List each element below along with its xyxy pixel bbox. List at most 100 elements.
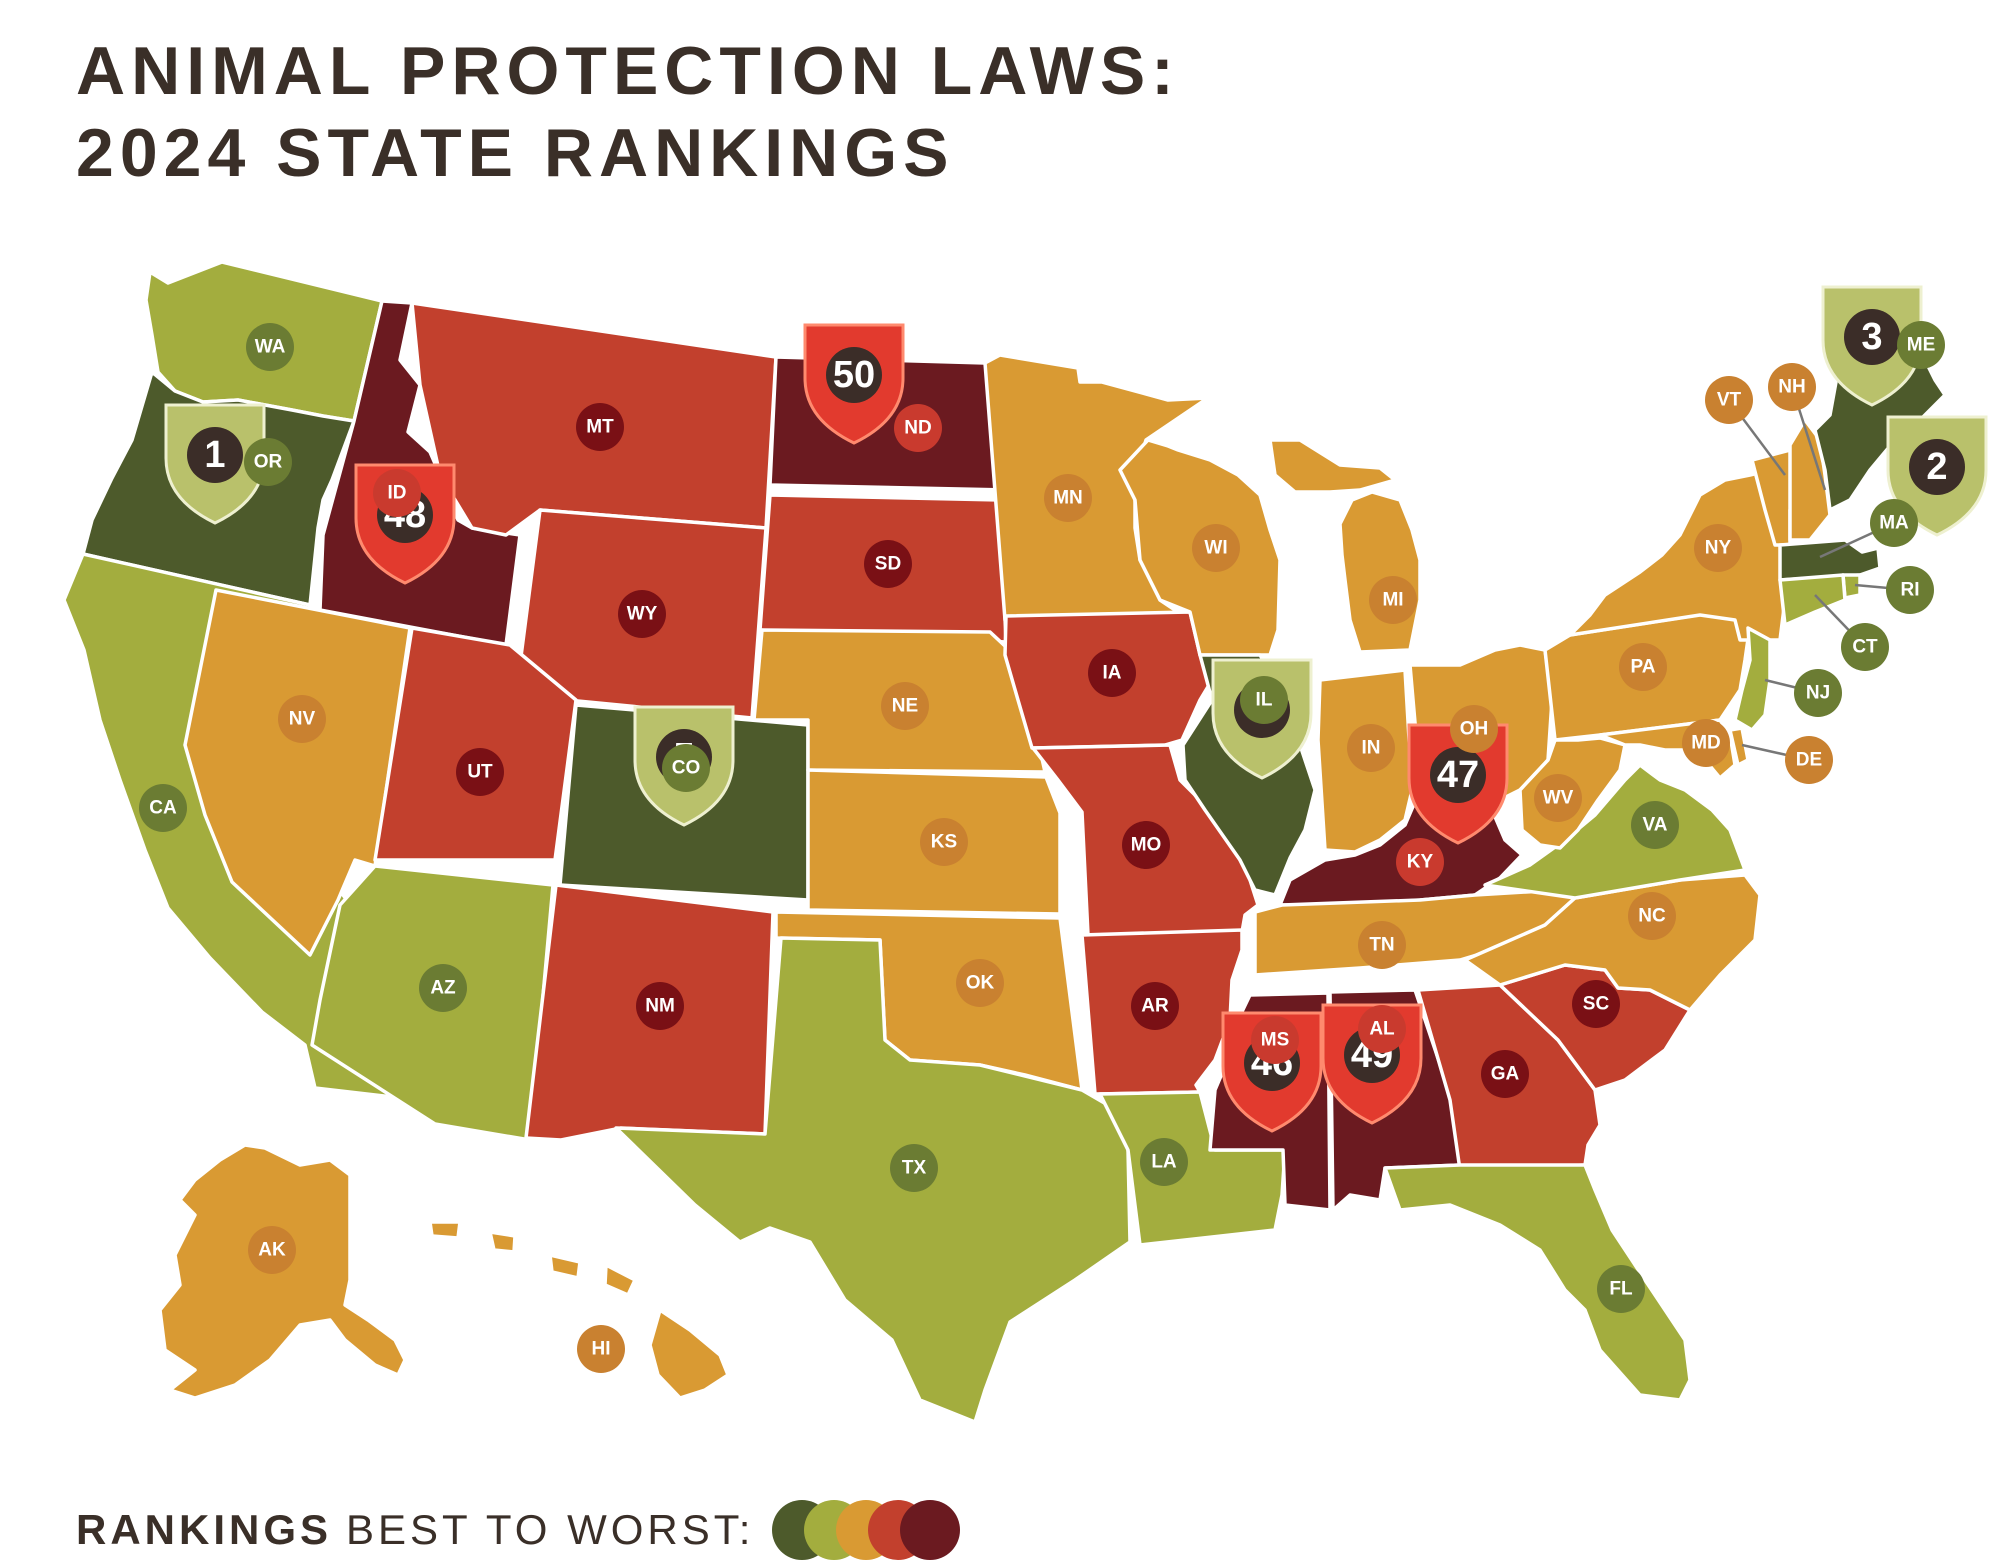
state-code: NC <box>1638 906 1666 927</box>
state-label-nj: NJ <box>1794 669 1842 717</box>
state-code: AK <box>258 1240 286 1261</box>
state-code: NM <box>645 996 675 1017</box>
state-label-badge <box>373 469 421 517</box>
state-label-badge <box>1705 376 1753 424</box>
state-label-badge <box>1794 669 1842 717</box>
state-label-pa: PA <box>1619 643 1667 691</box>
state-code: IN <box>1362 738 1381 759</box>
state-label-badge <box>920 818 968 866</box>
state-label-md: MD <box>1682 719 1730 767</box>
state-label-badge <box>246 323 294 371</box>
rank-shield-ma: 2 <box>1886 415 1988 537</box>
state-code: HI <box>592 1339 611 1360</box>
state-label-mo: MO <box>1122 821 1170 869</box>
state-code: KS <box>931 832 957 853</box>
map-title: ANIMAL PROTECTION LAWS: 2024 STATE RANKI… <box>76 30 1180 194</box>
legend-swatches <box>772 1498 972 1562</box>
state-code: NJ <box>1806 683 1830 704</box>
state-code: MD <box>1691 733 1721 754</box>
state-code: CA <box>149 798 177 819</box>
state-label-badge <box>244 438 292 486</box>
rank-number-ma: 2 <box>1926 446 1947 488</box>
rank-number-nd: 50 <box>833 354 875 396</box>
state-label-ok: OK <box>956 959 1004 1007</box>
state-labels: WA OR CA ID NV MT WY UT AZ CO NM ND SD NE KS OK TX MN IA MO… <box>139 321 1945 1373</box>
state-code: MI <box>1382 590 1403 611</box>
state-label-badge <box>278 695 326 743</box>
state-code: KY <box>1407 852 1434 873</box>
state-code: FL <box>1609 1279 1633 1300</box>
state-label-ct: CT <box>1841 623 1889 671</box>
state-code: WV <box>1543 788 1574 809</box>
state-label-mi: MI <box>1369 576 1417 624</box>
rank-number-or: 1 <box>204 434 225 476</box>
state-code: DE <box>1796 750 1822 771</box>
state-label-wv: WV <box>1534 774 1582 822</box>
state-label-badge <box>1631 801 1679 849</box>
state-label-badge <box>1481 1050 1529 1098</box>
rank-shield-or: 1 <box>164 403 266 525</box>
state-label-badge <box>890 1144 938 1192</box>
rank-circle <box>1430 747 1486 803</box>
state-nj <box>1733 626 1772 732</box>
state-code: IL <box>1256 690 1273 711</box>
state-label-me: ME <box>1897 321 1945 369</box>
state-label-badge <box>456 748 504 796</box>
state-label-id: ID <box>373 469 421 517</box>
state-code: PA <box>1631 657 1656 678</box>
state-label-nm: NM <box>636 982 684 1030</box>
state-code: VT <box>1717 390 1742 411</box>
state-label-badge <box>1682 719 1730 767</box>
state-label-badge <box>1450 705 1498 753</box>
state-code: NV <box>289 709 316 730</box>
state-code: OK <box>966 973 995 994</box>
state-label-al: AL <box>1358 1005 1406 1053</box>
state-code: NE <box>892 696 918 717</box>
legend: RANKINGS BEST TO WORST: <box>76 1498 972 1562</box>
state-label-hi: HI <box>577 1325 625 1373</box>
state-code: AZ <box>430 978 456 999</box>
state-code: SD <box>875 554 901 575</box>
rank-circle <box>1844 309 1900 365</box>
state-label-badge <box>881 682 929 730</box>
state-label-nc: NC <box>1628 892 1676 940</box>
state-label-de: DE <box>1785 736 1833 784</box>
state-code: NH <box>1778 377 1805 398</box>
state-label-wi: WI <box>1192 524 1240 572</box>
state-label-badge <box>636 982 684 1030</box>
state-label-ca: CA <box>139 784 187 832</box>
state-label-ar: AR <box>1131 982 1179 1030</box>
state-code: WI <box>1204 538 1227 559</box>
state-label-az: AZ <box>419 964 467 1012</box>
state-label-badge <box>1240 676 1288 724</box>
state-label-badge <box>864 540 912 588</box>
state-code: MT <box>586 417 614 438</box>
state-code: AL <box>1369 1019 1395 1040</box>
state-label-badge <box>1572 980 1620 1028</box>
state-label-va: VA <box>1631 801 1679 849</box>
state-label-ri: RI <box>1886 566 1934 614</box>
state-label-badge <box>248 1226 296 1274</box>
state-label-badge <box>1358 921 1406 969</box>
state-code: AR <box>1141 996 1169 1017</box>
rank-shield-nd: 50 <box>803 323 905 445</box>
state-code: GA <box>1491 1064 1520 1085</box>
state-code: OR <box>254 452 283 473</box>
state-label-badge <box>1841 623 1889 671</box>
state-label-nh: NH <box>1768 363 1816 411</box>
state-code: SC <box>1583 994 1610 1015</box>
rank-shield-ky: 47 <box>1407 723 1509 845</box>
state-label-la: LA <box>1140 1138 1188 1186</box>
state-code: TN <box>1369 935 1394 956</box>
state-label-ut: UT <box>456 748 504 796</box>
state-code: VA <box>1643 815 1668 836</box>
state-label-mt: MT <box>576 403 624 451</box>
state-label-badge <box>1870 499 1918 547</box>
state-code: OH <box>1460 719 1489 740</box>
title-line-1: ANIMAL PROTECTION LAWS: <box>76 33 1180 109</box>
state-code: LA <box>1151 1152 1177 1173</box>
state-label-sc: SC <box>1572 980 1620 1028</box>
state-code: RI <box>1901 580 1920 601</box>
state-label-badge <box>1619 643 1667 691</box>
